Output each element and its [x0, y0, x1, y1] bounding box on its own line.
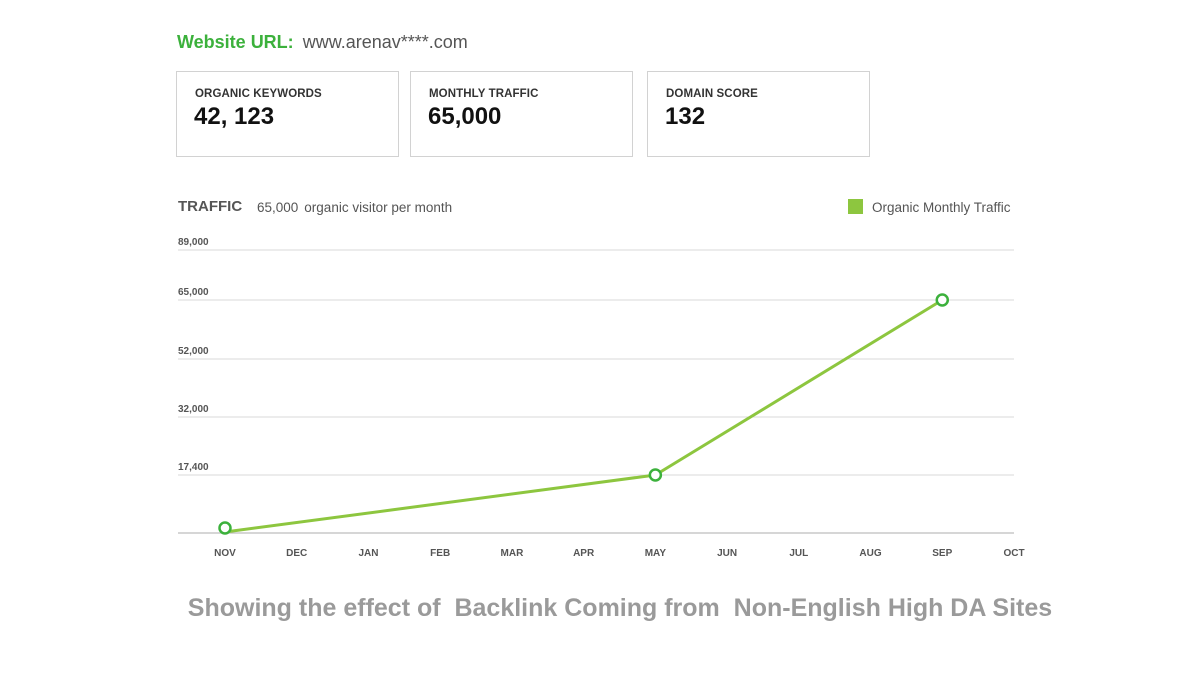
- y-tick-label: 89,000: [178, 237, 209, 248]
- series-line: [223, 298, 944, 534]
- x-tick-label: SEP: [932, 548, 952, 559]
- legend-swatch: [848, 199, 863, 214]
- x-tick-label: JAN: [358, 548, 378, 559]
- website-url-value: www.arenav****.com: [302, 32, 468, 52]
- y-tick-label: 32,000: [178, 404, 209, 415]
- traffic-subtitle: 65,000 organic visitor per month: [257, 200, 452, 215]
- y-tick-label: 17,400: [178, 462, 209, 473]
- website-url: Website URL: www.arenav****.com: [177, 32, 468, 53]
- website-url-label: Website URL:: [177, 32, 294, 52]
- domain-score-label: DOMAIN SCORE: [666, 88, 758, 100]
- x-tick-label: APR: [573, 548, 595, 559]
- x-tick-label: FEB: [430, 548, 450, 559]
- legend-label: Organic Monthly Traffic: [872, 200, 1011, 215]
- x-tick-label: NOV: [214, 548, 236, 559]
- x-tick-label: DEC: [286, 548, 307, 559]
- monthly-traffic-card: MONTHLY TRAFFIC 65,000: [410, 71, 633, 157]
- organic-keywords-label: ORGANIC KEYWORDS: [195, 88, 322, 100]
- y-tick-label: 65,000: [178, 287, 209, 298]
- chart-caption: Showing the effect of Backlink Coming fr…: [187, 594, 1053, 622]
- x-tick-label: JUL: [789, 548, 808, 559]
- data-point: [935, 293, 950, 307]
- x-tick-label: OCT: [1003, 548, 1024, 559]
- y-tick-label: 52,000: [178, 346, 209, 357]
- data-point: [648, 468, 663, 482]
- chart-legend: Organic Monthly Traffic: [848, 199, 1011, 215]
- organic-keywords-value: 42, 123: [194, 103, 275, 130]
- data-point: [218, 521, 232, 535]
- traffic-subtitle-text: organic visitor per month: [304, 200, 453, 215]
- x-tick-label: MAY: [645, 548, 667, 559]
- traffic-subtitle-value: 65,000: [257, 200, 299, 215]
- domain-score-card: DOMAIN SCORE 132: [647, 71, 870, 157]
- organic-keywords-card: ORGANIC KEYWORDS 42, 123: [176, 71, 399, 157]
- x-tick-label: MAR: [501, 548, 525, 559]
- traffic-title: TRAFFIC: [178, 198, 243, 215]
- domain-score-value: 132: [665, 103, 706, 130]
- x-tick-label: AUG: [859, 548, 881, 559]
- monthly-traffic-label: MONTHLY TRAFFIC: [429, 88, 539, 100]
- monthly-traffic-value: 65,000: [428, 103, 502, 130]
- x-tick-label: JUN: [717, 548, 737, 559]
